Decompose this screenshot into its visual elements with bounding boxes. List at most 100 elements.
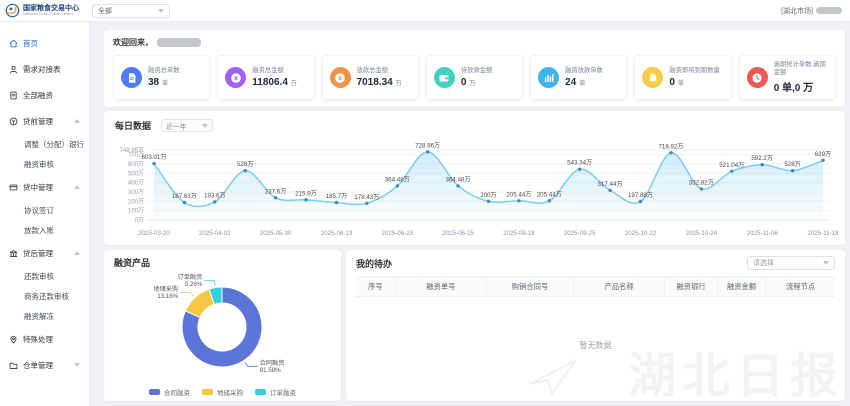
svg-text:205.44万: 205.44万 bbox=[537, 191, 562, 198]
stat-card-6: 融资即将到期数量 0 单 bbox=[634, 55, 732, 100]
svg-text:5.26%: 5.26% bbox=[185, 281, 203, 288]
chart-icon bbox=[538, 67, 560, 88]
svg-text:2025-06-13: 2025-06-13 bbox=[321, 230, 353, 237]
daily-data-title: 每日数据 bbox=[115, 121, 152, 131]
stat-card-7: 逾期统计单数,逾期金额 0 单,0 万 bbox=[738, 55, 836, 100]
svg-text:603.01万: 603.01万 bbox=[141, 154, 166, 161]
org-select-value: 全部 bbox=[98, 7, 112, 15]
stat-value: 24 单 bbox=[565, 76, 586, 88]
svg-text:185.7万: 185.7万 bbox=[326, 193, 348, 200]
products-title: 融资产品 bbox=[114, 258, 151, 268]
svg-text:2025-05-30: 2025-05-30 bbox=[260, 230, 292, 237]
sidebar-item-label: 贷前管理 bbox=[23, 116, 53, 126]
stat-card-4: 待放款金额 0 万 bbox=[425, 55, 524, 100]
clock-icon bbox=[746, 67, 768, 88]
todo-col-序号: 序号 bbox=[356, 277, 396, 296]
svg-text:200万: 200万 bbox=[128, 198, 144, 205]
sidebar-item-首页[interactable]: 首页 bbox=[0, 30, 89, 56]
pin-icon bbox=[10, 335, 17, 343]
username-redacted bbox=[816, 7, 842, 14]
svg-text:0万: 0万 bbox=[135, 217, 144, 224]
wallet-icon bbox=[433, 67, 455, 88]
todo-table-header: 序号 融资单号 购销合同号 产品名称 融资银行 融资金额 流程节点 bbox=[356, 276, 835, 297]
svg-text:订单融资: 订单融资 bbox=[178, 273, 203, 281]
todo-col-融资单号: 融资单号 bbox=[396, 277, 487, 296]
svg-text:¥: ¥ bbox=[338, 75, 342, 82]
svg-text:718.92万: 718.92万 bbox=[658, 143, 683, 150]
legend-label: 订单融资 bbox=[270, 390, 296, 397]
range-select[interactable]: 近一年 bbox=[161, 119, 214, 132]
stat-value: 11806.4 万 bbox=[252, 76, 297, 88]
product-donut-chart: 合同融资 81.58% 地储采购 13.16% 订单融资 5.26% bbox=[114, 269, 331, 386]
svg-text:193.6万: 193.6万 bbox=[204, 192, 226, 199]
card-icon bbox=[9, 184, 18, 190]
folder-icon bbox=[9, 362, 18, 369]
empty-state: 暂无数据 bbox=[579, 340, 612, 350]
sidebar: 首页 需求对接表 全部融资贷前管理调整（分配）银行 融资审核贷中管理协议签订放款入账贷… bbox=[0, 22, 90, 406]
svg-text:332.82万: 332.82万 bbox=[689, 179, 714, 186]
svg-text:528万: 528万 bbox=[784, 161, 801, 168]
sidebar-subitem-放款入账[interactable]: 放款入账 bbox=[24, 225, 54, 235]
stat-value: 0 单 bbox=[669, 76, 685, 88]
legend-swatch bbox=[149, 388, 160, 396]
sidebar-subitem-调整（分配）银行[interactable]: 调整（分配）银行 bbox=[24, 139, 84, 149]
market-label: [湖北市场] bbox=[781, 7, 813, 15]
sidebar-subitem-融资解冻[interactable]: 融资解冻 bbox=[24, 311, 54, 321]
svg-text:2025-11-18: 2025-11-18 bbox=[807, 230, 839, 237]
app-title: 国家粮食交易中心 bbox=[23, 4, 79, 12]
stat-label: 融资总单数 bbox=[148, 67, 180, 75]
sidebar-item-全部融资[interactable]: 全部融资 bbox=[0, 82, 89, 108]
overview-panel: 欢迎回来， 融资总单数 38 单 ¥ 融资总金额 11806.4 万 ¥ 放款总金额 7018… bbox=[104, 30, 845, 107]
top-header: 国家粮食交易中心 National Grain Trade Center 全部 … bbox=[0, 0, 850, 22]
todo-col-融资金额: 融资金额 bbox=[718, 277, 767, 296]
sidebar-subitem-商务还款审核[interactable]: 商务还款审核 bbox=[24, 291, 69, 301]
svg-text:215.9万: 215.9万 bbox=[295, 190, 317, 197]
stat-label: 融资即将到期数量 bbox=[669, 67, 720, 75]
legend-label: 合同融资 bbox=[164, 390, 190, 397]
svg-text:237.6万: 237.6万 bbox=[265, 188, 287, 195]
sidebar-item-贷前管理[interactable]: 贷前管理 bbox=[0, 108, 89, 134]
chevron-up-icon bbox=[74, 251, 80, 255]
svg-text:205.44万: 205.44万 bbox=[506, 191, 531, 198]
todo-filter-select[interactable]: 请选择 bbox=[747, 256, 835, 270]
svg-text:2025-06-25: 2025-06-25 bbox=[442, 230, 474, 237]
svg-text:187.63万: 187.63万 bbox=[172, 193, 197, 200]
svg-text:748.96万: 748.96万 bbox=[120, 147, 144, 154]
bell-icon bbox=[642, 67, 664, 88]
stat-value: 0 单,0 万 bbox=[773, 82, 814, 94]
welcome-text: 欢迎回来， bbox=[113, 38, 153, 47]
todo-col-购销合同号: 购销合同号 bbox=[487, 277, 574, 296]
sidebar-item-贷后管理[interactable]: 贷后管理 bbox=[0, 240, 89, 266]
stat-card-5: 融资放款单数 24 单 bbox=[530, 55, 628, 100]
user-area[interactable]: [湖北市场] bbox=[781, 6, 850, 16]
sidebar-item-label: 特殊处理 bbox=[23, 334, 53, 344]
todo-col-产品名称: 产品名称 bbox=[574, 277, 666, 296]
legend-item-合同融资[interactable]: 合同融资 bbox=[149, 387, 190, 397]
stat-card-2: ¥ 融资总金额 11806.4 万 bbox=[217, 55, 315, 100]
welcome-username-redacted bbox=[157, 38, 201, 47]
sidebar-subitem-融资审核[interactable]: 融资审核 bbox=[24, 159, 54, 169]
svg-text:合同融资: 合同融资 bbox=[260, 359, 285, 367]
sidebar-item-贷中管理[interactable]: 贷中管理 bbox=[0, 174, 89, 200]
svg-text:¥: ¥ bbox=[234, 75, 238, 82]
legend-swatch bbox=[255, 388, 266, 396]
sidebar-subitem-还款审核[interactable]: 还款审核 bbox=[24, 271, 54, 281]
todo-panel: 我的待办 请选择 序号 融资单号 购销合同号 产品名称 融资银行 融资金额 流程节点 暂无数… bbox=[346, 250, 845, 401]
todo-col-流程节点: 流程节点 bbox=[785, 281, 816, 291]
legend-item-地储采购[interactable]: 地储采购 bbox=[202, 387, 243, 397]
legend-item-订单融资[interactable]: 订单融资 bbox=[255, 387, 296, 397]
sidebar-item-需求对接表[interactable]: 需求对接表 bbox=[0, 56, 89, 82]
sidebar-subitem-协议签订[interactable]: 协议签订 bbox=[24, 205, 54, 215]
sidebar-item-仓单管理[interactable]: 仓单管理 bbox=[0, 352, 89, 378]
svg-text:592.2万: 592.2万 bbox=[751, 155, 773, 162]
svg-text:178.43万: 178.43万 bbox=[354, 194, 379, 201]
svg-text:81.58%: 81.58% bbox=[260, 367, 281, 374]
org-select[interactable]: 全部 bbox=[92, 3, 170, 18]
svg-text:2025-10-24: 2025-10-24 bbox=[686, 230, 718, 237]
document-icon bbox=[10, 91, 17, 99]
chevron-up-icon bbox=[74, 119, 80, 123]
svg-text:728.96万: 728.96万 bbox=[415, 142, 440, 149]
stat-label: 融资放款单数 bbox=[565, 67, 603, 75]
sidebar-item-特殊处理[interactable]: 特殊处理 bbox=[0, 326, 89, 352]
svg-text:521.04万: 521.04万 bbox=[719, 162, 744, 169]
